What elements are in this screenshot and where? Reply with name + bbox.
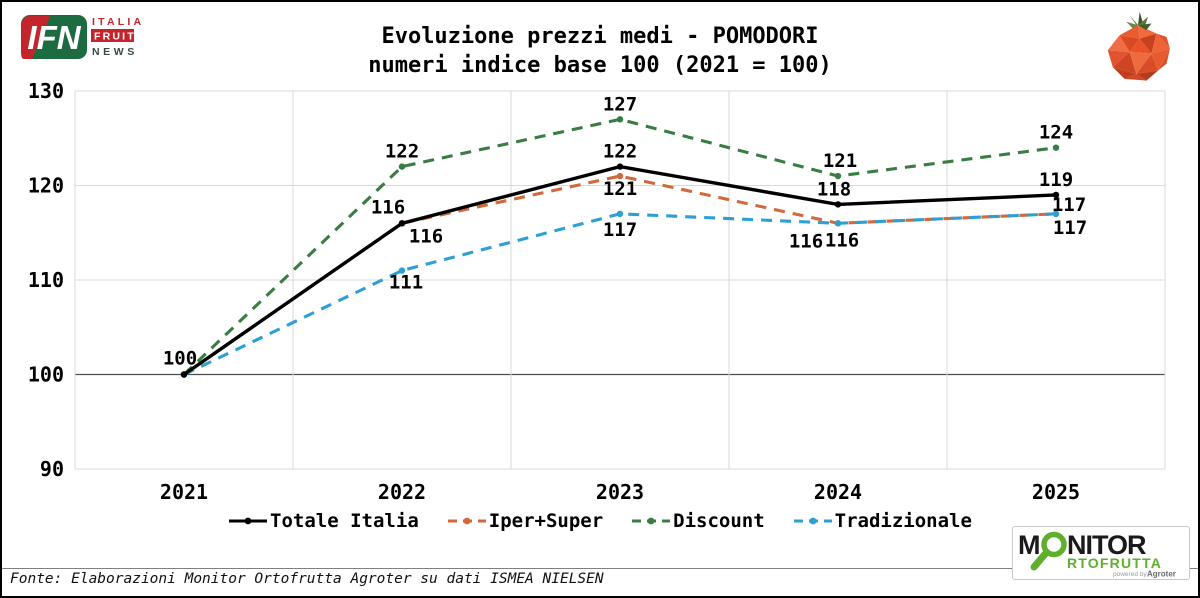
- ifn-logo-red-swoosh: [21, 16, 50, 59]
- x-tick-label: 2025: [1032, 480, 1080, 504]
- y-tick-label: 120: [28, 174, 64, 198]
- data-point-marker: [1052, 144, 1060, 151]
- data-label: 111: [389, 272, 423, 294]
- legend-swatch-solid-line-icon: [229, 517, 268, 525]
- ifn-logo-italia: ITALIA: [92, 16, 144, 28]
- footer-divider: [2, 568, 1198, 569]
- x-tick-label: 2024: [814, 480, 862, 504]
- data-point-marker: [834, 201, 842, 208]
- chart-legend: Totale Italia Iper+Super Discount Tradiz…: [2, 510, 1198, 532]
- monitor-logo-ortofrutta: RTOFRUTTA: [1067, 555, 1162, 571]
- data-label: 117: [1053, 217, 1087, 239]
- data-point-marker: [180, 371, 188, 378]
- data-point-marker: [616, 116, 624, 123]
- data-point-marker: [398, 163, 406, 170]
- legend-label: Discount: [673, 510, 765, 532]
- chart-subtitle: numeri indice base 100 (2021 = 100): [368, 53, 832, 78]
- data-label: 119: [1039, 169, 1073, 191]
- legend-item-totale-italia: Totale Italia: [228, 510, 419, 532]
- data-point-marker: [1052, 191, 1060, 199]
- y-tick-label: 130: [28, 82, 64, 103]
- data-label: 116: [789, 230, 823, 252]
- legend-label: Totale Italia: [270, 510, 419, 532]
- y-tick-label: 90: [40, 457, 64, 481]
- legend-item-iper-super: Iper+Super: [447, 510, 603, 532]
- data-label: 121: [603, 178, 637, 200]
- x-tick-label: 2021: [160, 480, 208, 504]
- legend-item-tradizionale: Tradizionale: [793, 510, 972, 532]
- data-point-marker: [398, 220, 406, 227]
- chart-title-block: Evoluzione prezzi medi - POMODORI numeri…: [2, 22, 1198, 80]
- magnifier-handle-icon: [1030, 549, 1050, 571]
- ifn-logo-acronym: IFN: [27, 19, 81, 56]
- data-label: 116: [409, 225, 443, 247]
- data-point-marker: [398, 267, 406, 274]
- data-label: 117: [1052, 194, 1086, 216]
- x-tick-label: 2023: [596, 480, 644, 504]
- x-tick-label: 2022: [378, 480, 426, 504]
- ifn-logo-fruit-box: [91, 29, 134, 42]
- chart-title: Evoluzione prezzi medi - POMODORI: [381, 24, 819, 49]
- ifn-logo: IFN ITALIA FRUIT NEWS: [21, 15, 144, 59]
- series-line-iper-super: [183, 174, 1057, 376]
- data-label: 122: [385, 141, 419, 163]
- ifn-logo-fruit: FRUIT: [94, 31, 136, 43]
- monitor-logo-svg: M NITOR RTOFRUTTA powered by Agroter: [1018, 530, 1176, 579]
- monitor-logo-agroter: Agroter: [1147, 570, 1176, 579]
- legend-swatch-dashed-line-icon: [793, 517, 832, 525]
- data-label: 116: [371, 196, 405, 218]
- data-label: 121: [823, 150, 857, 172]
- data-point-marker: [616, 172, 624, 180]
- data-point-marker: [1052, 210, 1060, 218]
- y-tick-label: 110: [28, 268, 64, 292]
- monitor-logo-m: M: [1018, 530, 1041, 560]
- data-label: 127: [603, 93, 637, 115]
- data-label: 118: [817, 178, 851, 200]
- data-label: 122: [603, 141, 637, 163]
- data-point-marker: [616, 210, 624, 218]
- legend-label: Tradizionale: [834, 510, 972, 532]
- ifn-logo-news: NEWS: [92, 46, 138, 58]
- series-line-discount: [182, 117, 1057, 376]
- data-label: 116: [825, 229, 859, 251]
- data-label: 117: [603, 219, 637, 241]
- y-tick-label: 100: [28, 363, 64, 387]
- source-note: Fonte: Elaborazioni Monitor Ortofrutta A…: [10, 571, 604, 587]
- data-point-marker: [834, 172, 842, 180]
- data-label: 124: [1039, 122, 1073, 144]
- data-point-marker: [616, 163, 624, 170]
- legend-label: Iper+Super: [488, 510, 604, 532]
- monitor-logo-nitor: NITOR: [1067, 530, 1146, 560]
- chart-svg: 90 100 110 120 130 2021 2022 2023 2024 2025 100 116…: [28, 82, 1166, 504]
- legend-swatch-dashed-line-icon: [632, 517, 671, 525]
- magnifier-icon: [1041, 531, 1067, 558]
- data-point-marker: [834, 220, 842, 227]
- monitor-logo-powered-by: powered by: [1113, 571, 1147, 578]
- legend-swatch-dashed-line-icon: [447, 517, 486, 525]
- tomato-icon: [1107, 11, 1170, 81]
- data-label: 100: [163, 348, 197, 370]
- monitor-ortofrutta-logo: M NITOR RTOFRUTTA powered by Agroter: [1012, 526, 1190, 580]
- legend-item-discount: Discount: [631, 510, 765, 532]
